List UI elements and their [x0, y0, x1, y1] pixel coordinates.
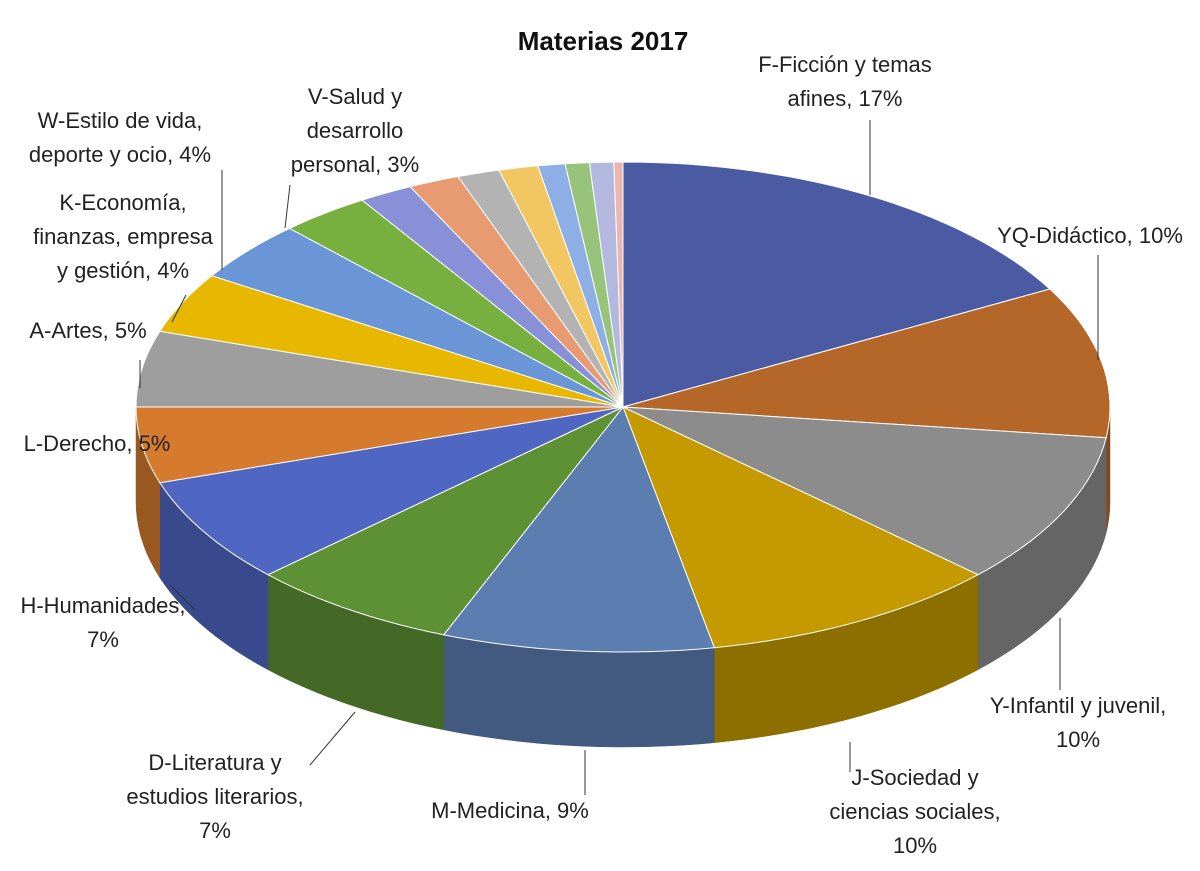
data-label: W-Estilo de vida, deporte y ocio, 4%: [29, 108, 211, 167]
slice-d: [266, 406, 624, 636]
data-label-line: F-Ficción y temas: [758, 52, 932, 77]
data-label-line: 10%: [1056, 727, 1100, 752]
data-label-line: YQ-Didáctico, 10%: [997, 223, 1183, 248]
data-label-line: deporte y ocio, 4%: [29, 142, 211, 167]
data-label-line: afines, 17%: [788, 86, 903, 111]
slice-side: [443, 634, 715, 748]
data-label-line: finanzas, empresa: [33, 224, 214, 249]
data-label: L-Derecho, 5%: [24, 431, 171, 456]
data-label-line: 7%: [199, 818, 231, 843]
slice-y: [622, 406, 1107, 576]
data-label: Y-Infantil y juvenil, 10%: [990, 693, 1167, 752]
data-label-line: L-Derecho, 5%: [24, 431, 171, 456]
slice-w: [210, 227, 624, 408]
pie-sides: [135, 406, 1111, 748]
data-label-line: A-Artes, 5%: [29, 318, 146, 343]
slice-j: [622, 406, 980, 649]
leader-line: [171, 294, 187, 323]
slice-h: [158, 406, 624, 576]
data-label-line: J-Sociedad y: [851, 765, 978, 790]
data-label-line: K-Economía,: [59, 190, 186, 215]
data-label: M-Medicina, 9%: [431, 798, 589, 823]
data-label: D-Literatura y estudios literarios, 7%: [126, 750, 303, 843]
data-label-line: y gestión, 4%: [57, 258, 189, 283]
data-label-line: D-Literatura y: [148, 750, 281, 775]
leader-line: [284, 184, 291, 229]
slice-f: [622, 161, 1051, 408]
data-label-line: desarrollo: [307, 118, 404, 143]
leader-line: [309, 711, 356, 766]
data-label-line: personal, 3%: [291, 152, 419, 177]
data-label: YQ-Didáctico, 10%: [997, 223, 1183, 248]
leader-lines: [139, 120, 1099, 795]
slice-yq: [622, 288, 1111, 439]
pie-tops: [135, 161, 1111, 653]
data-label-line: Y-Infantil y juvenil,: [990, 693, 1167, 718]
chart-title: Materias 2017: [518, 26, 689, 56]
slice-a: [135, 330, 624, 408]
slice-m: [442, 405, 716, 653]
data-label: K-Economía, finanzas, empresa y gestión, 4…: [33, 190, 214, 283]
data-label-line: V-Salud y: [308, 84, 402, 109]
slice-l: [135, 406, 624, 484]
slice-v: [288, 199, 624, 408]
data-label-line: M-Medicina, 9%: [431, 798, 589, 823]
data-label: H-Humanidades, 7%: [20, 593, 185, 652]
data-label: F-Ficción y temas afines, 17%: [758, 52, 932, 111]
leader-line: [169, 584, 196, 611]
data-label: J-Sociedad y ciencias sociales, 10%: [829, 765, 1000, 858]
data-label-line: H-Humanidades,: [20, 593, 185, 618]
data-label-line: 10%: [893, 833, 937, 858]
data-labels: F-Ficción y temas afines, 17% YQ-Didáctico…: [20, 52, 1182, 858]
data-label-line: estudios literarios,: [126, 784, 303, 809]
data-label-line: ciencias sociales,: [829, 799, 1000, 824]
data-label: V-Salud y desarrollo personal, 3%: [291, 84, 419, 177]
slice-other-19: [613, 161, 624, 408]
data-label-line: W-Estilo de vida,: [38, 108, 203, 133]
data-label: A-Artes, 5%: [29, 318, 146, 343]
data-label-line: 7%: [87, 627, 119, 652]
